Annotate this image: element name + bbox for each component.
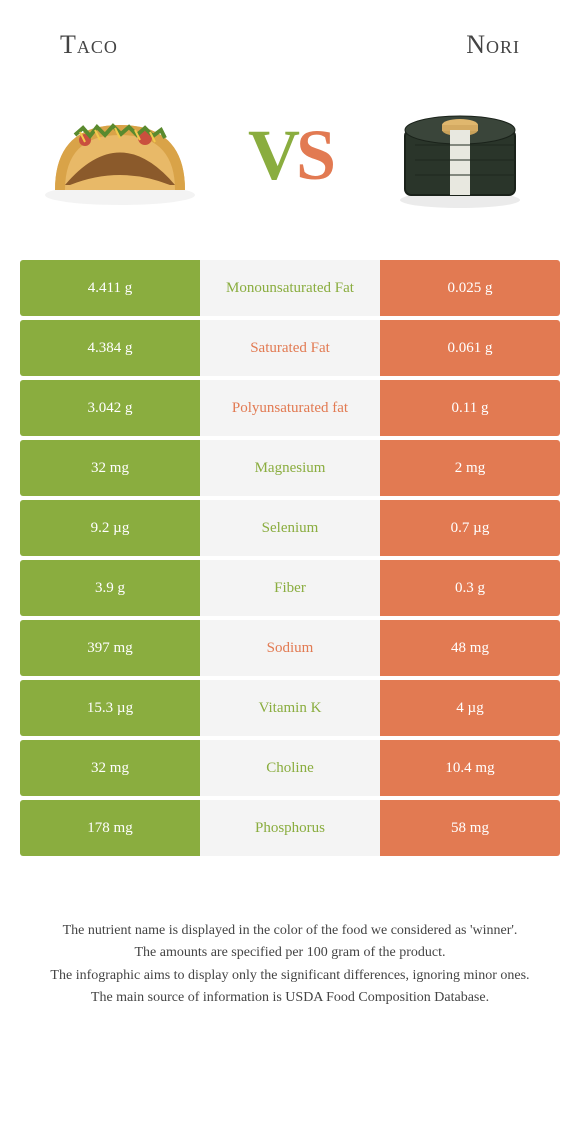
footer-line: The infographic aims to display only the… <box>30 965 550 987</box>
footer-notes: The nutrient name is displayed in the co… <box>0 860 580 1010</box>
right-value: 0.11 g <box>380 380 560 436</box>
table-row: 32 mgCholine10.4 mg <box>20 740 560 796</box>
nori-image <box>370 90 550 220</box>
left-value: 178 mg <box>20 800 200 856</box>
left-value: 3.042 g <box>20 380 200 436</box>
vs-label: VS <box>248 114 332 197</box>
left-value: 32 mg <box>20 740 200 796</box>
taco-image <box>30 90 210 220</box>
left-value: 4.384 g <box>20 320 200 376</box>
images-row: VS <box>0 80 580 260</box>
vs-v: V <box>248 115 296 195</box>
table-row: 178 mgPhosphorus58 mg <box>20 800 560 856</box>
table-row: 3.9 gFiber0.3 g <box>20 560 560 616</box>
left-value: 9.2 µg <box>20 500 200 556</box>
table-row: 9.2 µgSelenium0.7 µg <box>20 500 560 556</box>
right-food-title: Nori <box>466 30 520 60</box>
left-value: 397 mg <box>20 620 200 676</box>
nutrient-name: Polyunsaturated fat <box>200 380 380 436</box>
header: Taco Nori <box>0 0 580 80</box>
left-value: 3.9 g <box>20 560 200 616</box>
right-value: 58 mg <box>380 800 560 856</box>
nutrient-name: Choline <box>200 740 380 796</box>
left-food-title: Taco <box>60 30 118 60</box>
nutrient-name: Fiber <box>200 560 380 616</box>
nutrient-name: Monounsaturated Fat <box>200 260 380 316</box>
table-row: 32 mgMagnesium2 mg <box>20 440 560 496</box>
right-value: 0.7 µg <box>380 500 560 556</box>
nutrient-name: Selenium <box>200 500 380 556</box>
nutrient-name: Vitamin K <box>200 680 380 736</box>
right-value: 0.025 g <box>380 260 560 316</box>
footer-line: The amounts are specified per 100 gram o… <box>30 942 550 964</box>
comparison-table: 4.411 gMonounsaturated Fat0.025 g4.384 g… <box>20 260 560 856</box>
right-value: 4 µg <box>380 680 560 736</box>
nutrient-name: Magnesium <box>200 440 380 496</box>
table-row: 397 mgSodium48 mg <box>20 620 560 676</box>
right-value: 0.061 g <box>380 320 560 376</box>
table-row: 4.411 gMonounsaturated Fat0.025 g <box>20 260 560 316</box>
right-value: 10.4 mg <box>380 740 560 796</box>
left-value: 15.3 µg <box>20 680 200 736</box>
table-row: 4.384 gSaturated Fat0.061 g <box>20 320 560 376</box>
right-value: 48 mg <box>380 620 560 676</box>
vs-s: S <box>296 115 332 195</box>
table-row: 15.3 µgVitamin K4 µg <box>20 680 560 736</box>
right-value: 0.3 g <box>380 560 560 616</box>
nutrient-name: Saturated Fat <box>200 320 380 376</box>
table-row: 3.042 gPolyunsaturated fat0.11 g <box>20 380 560 436</box>
nutrient-name: Phosphorus <box>200 800 380 856</box>
left-value: 4.411 g <box>20 260 200 316</box>
nutrient-name: Sodium <box>200 620 380 676</box>
footer-line: The nutrient name is displayed in the co… <box>30 920 550 942</box>
left-value: 32 mg <box>20 440 200 496</box>
footer-line: The main source of information is USDA F… <box>30 987 550 1009</box>
right-value: 2 mg <box>380 440 560 496</box>
